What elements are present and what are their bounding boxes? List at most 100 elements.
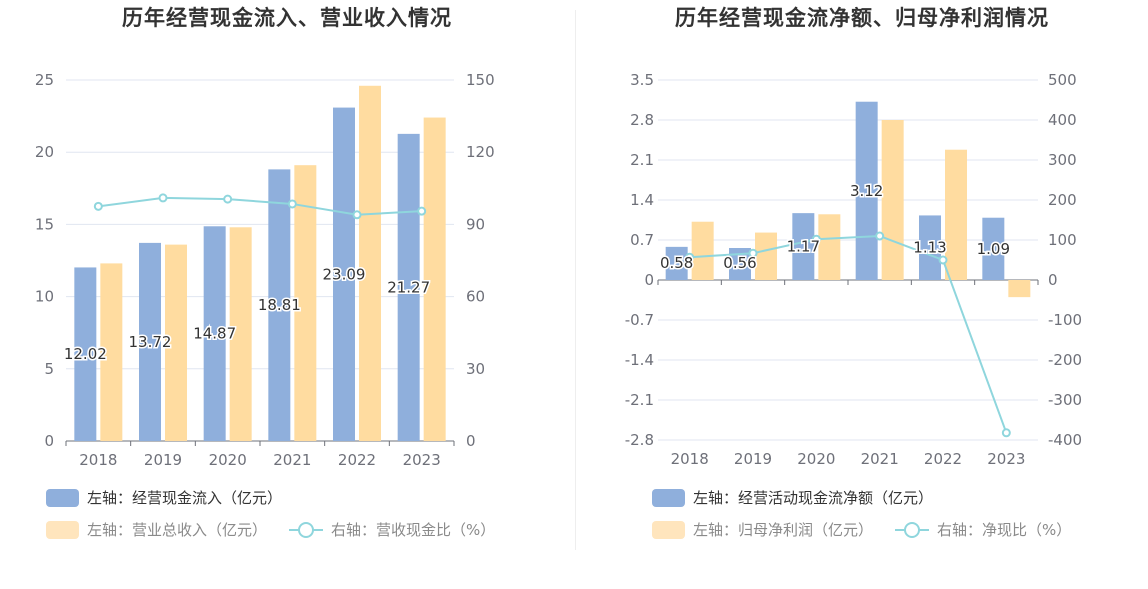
x-axis-tick-label: 2023	[403, 451, 441, 469]
left-axis-tick: 2.1	[630, 151, 654, 169]
bar-series-1	[74, 267, 97, 441]
bar-series-2	[691, 221, 714, 280]
right-axis-tick: 90	[466, 215, 485, 233]
right-axis-tick: 150	[466, 71, 495, 89]
data-label: 3.12	[850, 182, 883, 200]
data-label: 1.13	[913, 239, 946, 257]
legend-item-series-3[interactable]: 右轴：营收现金比（%）	[289, 519, 495, 540]
left-axis-tick: -0.7	[625, 311, 654, 329]
bar-series-2	[818, 214, 841, 280]
right-axis-tick: -300	[1048, 391, 1082, 409]
legend-swatch	[652, 520, 685, 539]
legend-label: 左轴：归母净利润（亿元）	[693, 521, 874, 539]
left-axis-tick: 0	[44, 432, 54, 450]
legend-row-1: 左轴：经营活动现金流净额（亿元）	[652, 487, 955, 508]
chart-plot-right: -2.8 -400 -2.1 -300 -1.4 -200 -0.7 -100 0 0 0.7 100…	[625, 71, 1082, 468]
x-axis-tick-label: 2021	[273, 451, 311, 469]
data-label: 0.56	[723, 254, 756, 272]
left-axis-tick: 20	[35, 143, 54, 161]
left-axis-tick: -1.4	[625, 351, 654, 369]
legend-row-2: 左轴：归母净利润（亿元） 右轴：净现比（%）	[652, 519, 1093, 540]
x-axis-tick-label: 2019	[144, 451, 182, 469]
bar-series-2	[294, 165, 317, 442]
legend-item-series-1[interactable]: 左轴：经营活动现金流净额（亿元）	[652, 487, 933, 508]
data-label: 1.17	[787, 238, 820, 256]
right-axis-tick: -200	[1048, 351, 1082, 369]
left-axis-tick: 15	[35, 215, 54, 233]
right-axis-tick: 200	[1048, 191, 1077, 209]
bar-series-2	[229, 227, 252, 441]
right-axis-tick: 120	[466, 143, 495, 161]
data-label: 23.09	[323, 265, 366, 283]
data-label: 21.27	[387, 278, 430, 296]
chart-title: 历年经营现金流净额、归母净利润情况	[675, 6, 1049, 30]
legend-label: 左轴：营业总收入（亿元）	[87, 521, 268, 539]
right-axis-tick: -400	[1048, 431, 1082, 449]
left-axis-tick: 0	[644, 271, 654, 289]
line-point	[352, 210, 362, 220]
chart-panel-right: 历年经营现金流净额、归母净利润情况 -2.8 -400 -2.1 -300 -1.4 -2…	[576, 0, 1148, 589]
legend-row-2: 左轴：营业总收入（亿元） 右轴：营收现金比（%）	[46, 519, 517, 540]
line-point	[158, 193, 168, 203]
x-axis-tick-label: 2020	[209, 451, 247, 469]
right-axis-tick: 300	[1048, 151, 1077, 169]
line-point	[1001, 428, 1011, 438]
right-axis-tick: 60	[466, 288, 485, 306]
panel-divider	[575, 10, 576, 550]
right-axis-tick: 100	[1048, 231, 1077, 249]
legend-label: 右轴：净现比（%）	[937, 521, 1072, 539]
line-point	[811, 234, 821, 244]
bar-series-2	[100, 263, 123, 441]
data-label: 13.72	[129, 333, 172, 351]
line-point	[875, 231, 885, 241]
line-series-3	[98, 196, 422, 216]
x-axis-tick-label: 2023	[987, 450, 1025, 468]
x-axis-tick-label: 2021	[861, 450, 899, 468]
right-axis-tick: 400	[1048, 111, 1077, 129]
data-label: 0.58	[660, 254, 693, 272]
bar-series-1	[729, 248, 751, 280]
line-point	[223, 194, 233, 204]
chart-panel-left: 历年经营现金流入、营业收入情况 0 0 5 30 10 60 15 90 20 120 25 150 2…	[35, 6, 517, 540]
line-point	[417, 206, 427, 216]
data-label: 1.09	[977, 240, 1010, 258]
line-point	[685, 252, 695, 262]
legend-item-series-2[interactable]: 左轴：归母净利润（亿元）	[652, 519, 873, 540]
left-axis-tick: 5	[44, 360, 54, 378]
left-axis-tick: 3.5	[630, 71, 654, 89]
chart-plot-left: 0 0 5 30 10 60 15 90 20 120 25 150 2018 2019 2020 2021 2…	[35, 71, 495, 469]
data-label: 14.87	[193, 325, 236, 343]
legend-line-swatch	[895, 521, 930, 539]
legend-item-series-3[interactable]: 右轴：净现比（%）	[895, 519, 1071, 540]
legend-swatch	[46, 488, 79, 507]
right-axis-tick: -100	[1048, 311, 1082, 329]
bar-series-1	[139, 242, 161, 441]
bar-series-1	[792, 213, 815, 280]
legend-item-series-1[interactable]: 左轴：经营现金流入（亿元）	[46, 487, 282, 508]
x-axis-tick-label: 2020	[797, 450, 835, 468]
left-axis-tick: -2.1	[625, 391, 654, 409]
bar-series-2	[755, 232, 777, 280]
bar-series-2	[359, 85, 381, 441]
legend-item-series-2[interactable]: 左轴：营业总收入（亿元）	[46, 519, 267, 540]
x-axis-tick-label: 2022	[338, 451, 376, 469]
bar-series-2	[423, 117, 446, 441]
bar-series-1	[333, 107, 355, 442]
line-point	[93, 201, 103, 211]
bar-series-2	[881, 120, 904, 280]
legend-swatch	[46, 520, 79, 539]
bar-series-1	[203, 226, 226, 441]
chart-title: 历年经营现金流入、营业收入情况	[122, 6, 452, 30]
right-axis-tick: 0	[466, 432, 476, 450]
right-axis-tick: 30	[466, 360, 485, 378]
data-label: 12.02	[64, 345, 107, 363]
left-axis-tick: 10	[35, 288, 54, 306]
x-axis-tick-label: 2019	[734, 450, 772, 468]
bar-series-1	[982, 217, 1005, 280]
legend-label: 左轴：经营现金流入（亿元）	[87, 489, 283, 507]
line-point	[287, 199, 297, 209]
line-point	[938, 255, 948, 265]
x-axis-tick-label: 2018	[79, 451, 117, 469]
legend-label: 左轴：经营活动现金流净额（亿元）	[693, 489, 934, 507]
bar-series-1	[919, 215, 941, 280]
